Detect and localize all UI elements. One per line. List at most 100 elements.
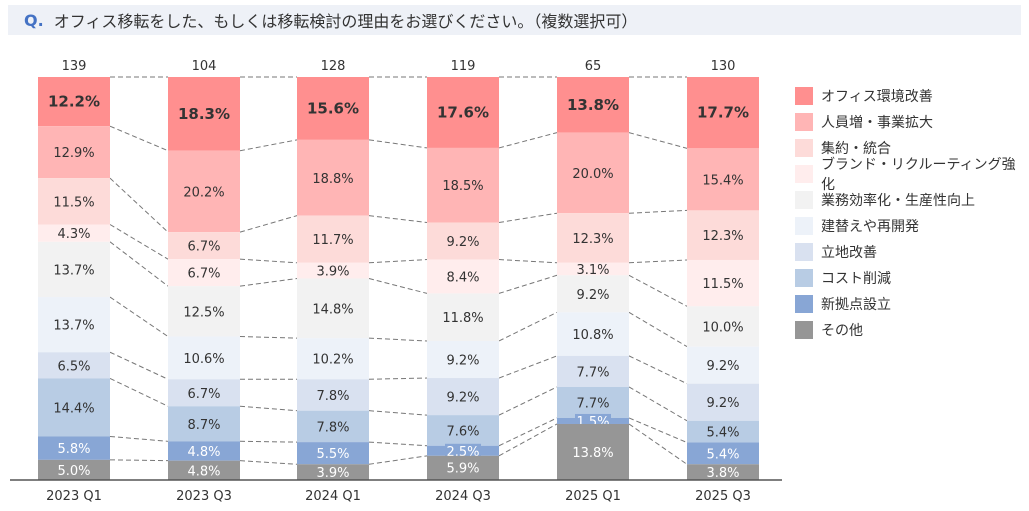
data-label: 17.7% <box>697 104 749 122</box>
legend: オフィス環境改善 人員増・事業拡大 集約・統合 ブランド・リクルーティング強化 業務効率… <box>795 83 1029 343</box>
bar-segment <box>427 378 499 416</box>
connector-line <box>368 139 428 149</box>
bar-segment <box>297 139 369 216</box>
connector-line <box>628 417 688 443</box>
bar-segment <box>557 132 629 214</box>
connector-line <box>368 215 428 223</box>
data-label: 5.5% <box>316 447 349 462</box>
x-tick-label: 2024 Q1 <box>305 489 361 504</box>
bar-segment <box>168 259 240 287</box>
bar-segment <box>557 262 629 276</box>
data-label: 18.5% <box>442 179 483 194</box>
data-label: 11.7% <box>312 233 353 248</box>
data-label: 10.8% <box>572 328 613 343</box>
legend-swatch <box>795 139 813 157</box>
legend-item: 業務効率化・生産性向上 <box>795 187 1029 213</box>
connector-line <box>368 455 428 465</box>
bar-segment <box>168 460 240 480</box>
bar-segment <box>427 340 499 379</box>
connector-line <box>628 274 688 307</box>
bar-segment <box>687 306 759 347</box>
legend-swatch <box>795 87 813 105</box>
data-label: 3.1% <box>576 263 609 278</box>
bar-segment <box>687 464 759 480</box>
connector-line <box>109 459 169 462</box>
bar-segment <box>427 293 499 341</box>
data-label: 7.8% <box>316 420 349 435</box>
bar-segment <box>297 442 369 465</box>
data-label: 13.7% <box>53 319 94 334</box>
data-label: 11.8% <box>442 311 483 326</box>
data-label: 3.9% <box>316 466 349 481</box>
connector-line <box>498 355 558 379</box>
legend-label: 建替えや再開発 <box>821 219 919 235</box>
total-label: 104 <box>192 59 217 74</box>
connector-line <box>239 258 298 264</box>
bar-segment <box>557 77 629 133</box>
bar-segment <box>297 379 369 411</box>
data-label: 10.0% <box>702 320 743 335</box>
legend-label: 立地改善 <box>821 245 877 261</box>
connector-line <box>498 132 558 149</box>
connector-line <box>498 259 558 264</box>
legend-label: 集約・統合 <box>821 141 891 157</box>
data-label: 9.2% <box>446 391 479 406</box>
total-label: 139 <box>62 59 87 74</box>
legend-item: その他 <box>795 317 1029 343</box>
data-label: 5.9% <box>446 462 479 477</box>
x-tick-label: 2025 Q1 <box>565 489 621 504</box>
legend-label: 新拠点設立 <box>821 297 891 313</box>
data-label: 18.8% <box>312 172 353 187</box>
bar-segment <box>297 278 369 339</box>
connector-line <box>109 125 169 152</box>
data-label: 20.2% <box>183 185 224 200</box>
data-label: 8.4% <box>446 270 479 285</box>
x-tick-label: 2025 Q3 <box>695 489 751 504</box>
bar-segment <box>687 383 759 421</box>
bar-segment <box>297 77 369 140</box>
bar-segment <box>38 178 110 225</box>
bar-segment <box>687 442 759 465</box>
bar-segment <box>168 441 240 461</box>
legend-item: 人員増・事業拡大 <box>795 109 1029 135</box>
legend-swatch <box>795 191 813 209</box>
connector-line <box>628 259 688 264</box>
connector-line <box>628 355 688 385</box>
data-label: 11.5% <box>702 277 743 292</box>
legend-swatch <box>795 295 813 313</box>
data-label: 12.2% <box>48 93 100 111</box>
connector-line <box>239 278 298 287</box>
connector-line <box>109 296 169 337</box>
data-label: 18.3% <box>178 105 230 123</box>
connector-line <box>498 417 558 447</box>
bar-segment <box>38 378 110 437</box>
bar-segment <box>168 379 240 407</box>
bar-segment <box>168 232 240 260</box>
data-label: 6.7% <box>187 267 220 282</box>
bar-segment <box>687 148 759 211</box>
bar-segment <box>427 455 499 480</box>
data-label: 7.6% <box>446 424 479 439</box>
connector-line <box>109 435 169 442</box>
legend-swatch <box>795 113 813 131</box>
data-label: 6.7% <box>187 387 220 402</box>
legend-item: コスト削減 <box>795 265 1029 291</box>
data-label: 6.7% <box>187 240 220 255</box>
connector-line <box>628 132 688 149</box>
data-label: 7.7% <box>576 396 609 411</box>
bar-segment <box>687 259 759 307</box>
data-label: 3.9% <box>316 265 349 280</box>
data-label: 9.2% <box>446 354 479 369</box>
bar-segment <box>427 77 499 148</box>
bar-segment <box>557 275 629 313</box>
legend-label: オフィス環境改善 <box>821 89 933 105</box>
legend-label: 人員増・事業拡大 <box>821 115 933 131</box>
connector-line <box>368 441 428 447</box>
question-title: オフィス移転をした、もしくは移転検討の理由をお選びください。（複数選択可） <box>53 12 638 31</box>
data-label: 10.2% <box>312 353 353 368</box>
data-label: 11.5% <box>53 195 94 210</box>
data-label: 15.4% <box>702 173 743 188</box>
data-label: 5.4% <box>706 426 739 441</box>
legend-label: その他 <box>821 323 863 339</box>
